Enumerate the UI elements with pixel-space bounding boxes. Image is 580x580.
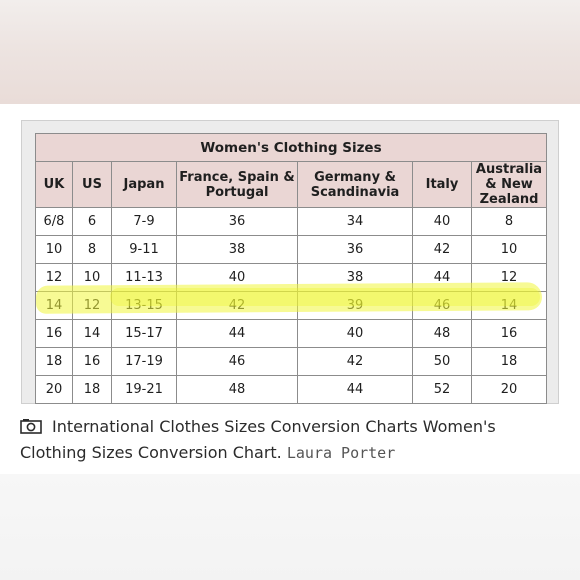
table-cell: 44 — [412, 263, 472, 292]
table-cell: 8 — [471, 207, 547, 236]
camera-icon — [20, 416, 42, 434]
table-cell: 48 — [412, 319, 472, 348]
column-header: US — [72, 161, 112, 208]
table-cell: 40 — [412, 207, 472, 236]
table-cell: 18 — [35, 347, 73, 376]
table-cell: 46 — [412, 291, 472, 320]
table-cell: 36 — [176, 207, 298, 236]
table-cell: 16 — [72, 347, 112, 376]
table-cell: 50 — [412, 347, 472, 376]
caption-author[interactable]: Laura Porter — [286, 444, 396, 462]
size-table: Women's Clothing Sizes UK US Japan Franc… — [35, 133, 547, 404]
table-cell: 7-9 — [111, 207, 177, 236]
table-title: Women's Clothing Sizes — [35, 133, 547, 162]
table-row: 20 18 19-21 48 44 52 20 — [35, 375, 547, 404]
column-header: Japan — [111, 161, 177, 208]
table-row: 16 14 15-17 44 40 48 16 — [35, 319, 547, 348]
blurred-background-top — [0, 0, 580, 104]
table-cell: 20 — [471, 375, 547, 404]
column-header: Australia & New Zealand — [471, 161, 547, 208]
table-cell: 18 — [72, 375, 112, 404]
table-cell: 6 — [72, 207, 112, 236]
table-cell: 8 — [72, 235, 112, 264]
table-cell: 14 — [35, 291, 73, 320]
table-row: 12 10 11-13 40 38 44 12 — [35, 263, 547, 292]
table-header-row: UK US Japan France, Spain & Portugal Ger… — [35, 161, 547, 208]
table-cell: 44 — [176, 319, 298, 348]
table-cell: 9-11 — [111, 235, 177, 264]
table-cell: 12 — [471, 263, 547, 292]
table-cell: 20 — [35, 375, 73, 404]
table-cell: 46 — [176, 347, 298, 376]
table-cell: 14 — [72, 319, 112, 348]
table-cell: 17-19 — [111, 347, 177, 376]
table-cell: 38 — [297, 263, 413, 292]
table-row-highlighted: 14 12 13-15 42 39 46 14 — [35, 291, 547, 320]
column-header: France, Spain & Portugal — [176, 161, 298, 208]
image-caption: International Clothes Sizes Conversion C… — [20, 414, 560, 466]
table-cell: 12 — [35, 263, 73, 292]
table-cell: 36 — [297, 235, 413, 264]
column-header: UK — [35, 161, 73, 208]
table-row: 6/8 6 7-9 36 34 40 8 — [35, 207, 547, 236]
column-header: Italy — [412, 161, 472, 208]
table-row: 18 16 17-19 46 42 50 18 — [35, 347, 547, 376]
table-cell: 14 — [471, 291, 547, 320]
table-cell: 39 — [297, 291, 413, 320]
table-cell: 48 — [176, 375, 298, 404]
table-cell: 16 — [35, 319, 73, 348]
table-cell: 38 — [176, 235, 298, 264]
table-cell: 10 — [72, 263, 112, 292]
table-cell: 12 — [72, 291, 112, 320]
size-chart-image: Women's Clothing Sizes UK US Japan Franc… — [21, 120, 559, 404]
table-cell: 42 — [297, 347, 413, 376]
table-cell: 11-13 — [111, 263, 177, 292]
table-cell: 10 — [35, 235, 73, 264]
table-cell: 40 — [176, 263, 298, 292]
table-cell: 10 — [471, 235, 547, 264]
table-cell: 42 — [176, 291, 298, 320]
table-cell: 42 — [412, 235, 472, 264]
table-cell: 52 — [412, 375, 472, 404]
table-row: 10 8 9-11 38 36 42 10 — [35, 235, 547, 264]
blurred-background-bottom — [0, 474, 580, 580]
table-cell: 15-17 — [111, 319, 177, 348]
table-cell: 19-21 — [111, 375, 177, 404]
table-cell: 13-15 — [111, 291, 177, 320]
table-cell: 40 — [297, 319, 413, 348]
table-cell: 16 — [471, 319, 547, 348]
table-cell: 44 — [297, 375, 413, 404]
table-cell: 6/8 — [35, 207, 73, 236]
column-header: Germany & Scandinavia — [297, 161, 413, 208]
table-cell: 34 — [297, 207, 413, 236]
table-cell: 18 — [471, 347, 547, 376]
caption-text: International Clothes Sizes Conversion C… — [20, 417, 496, 462]
